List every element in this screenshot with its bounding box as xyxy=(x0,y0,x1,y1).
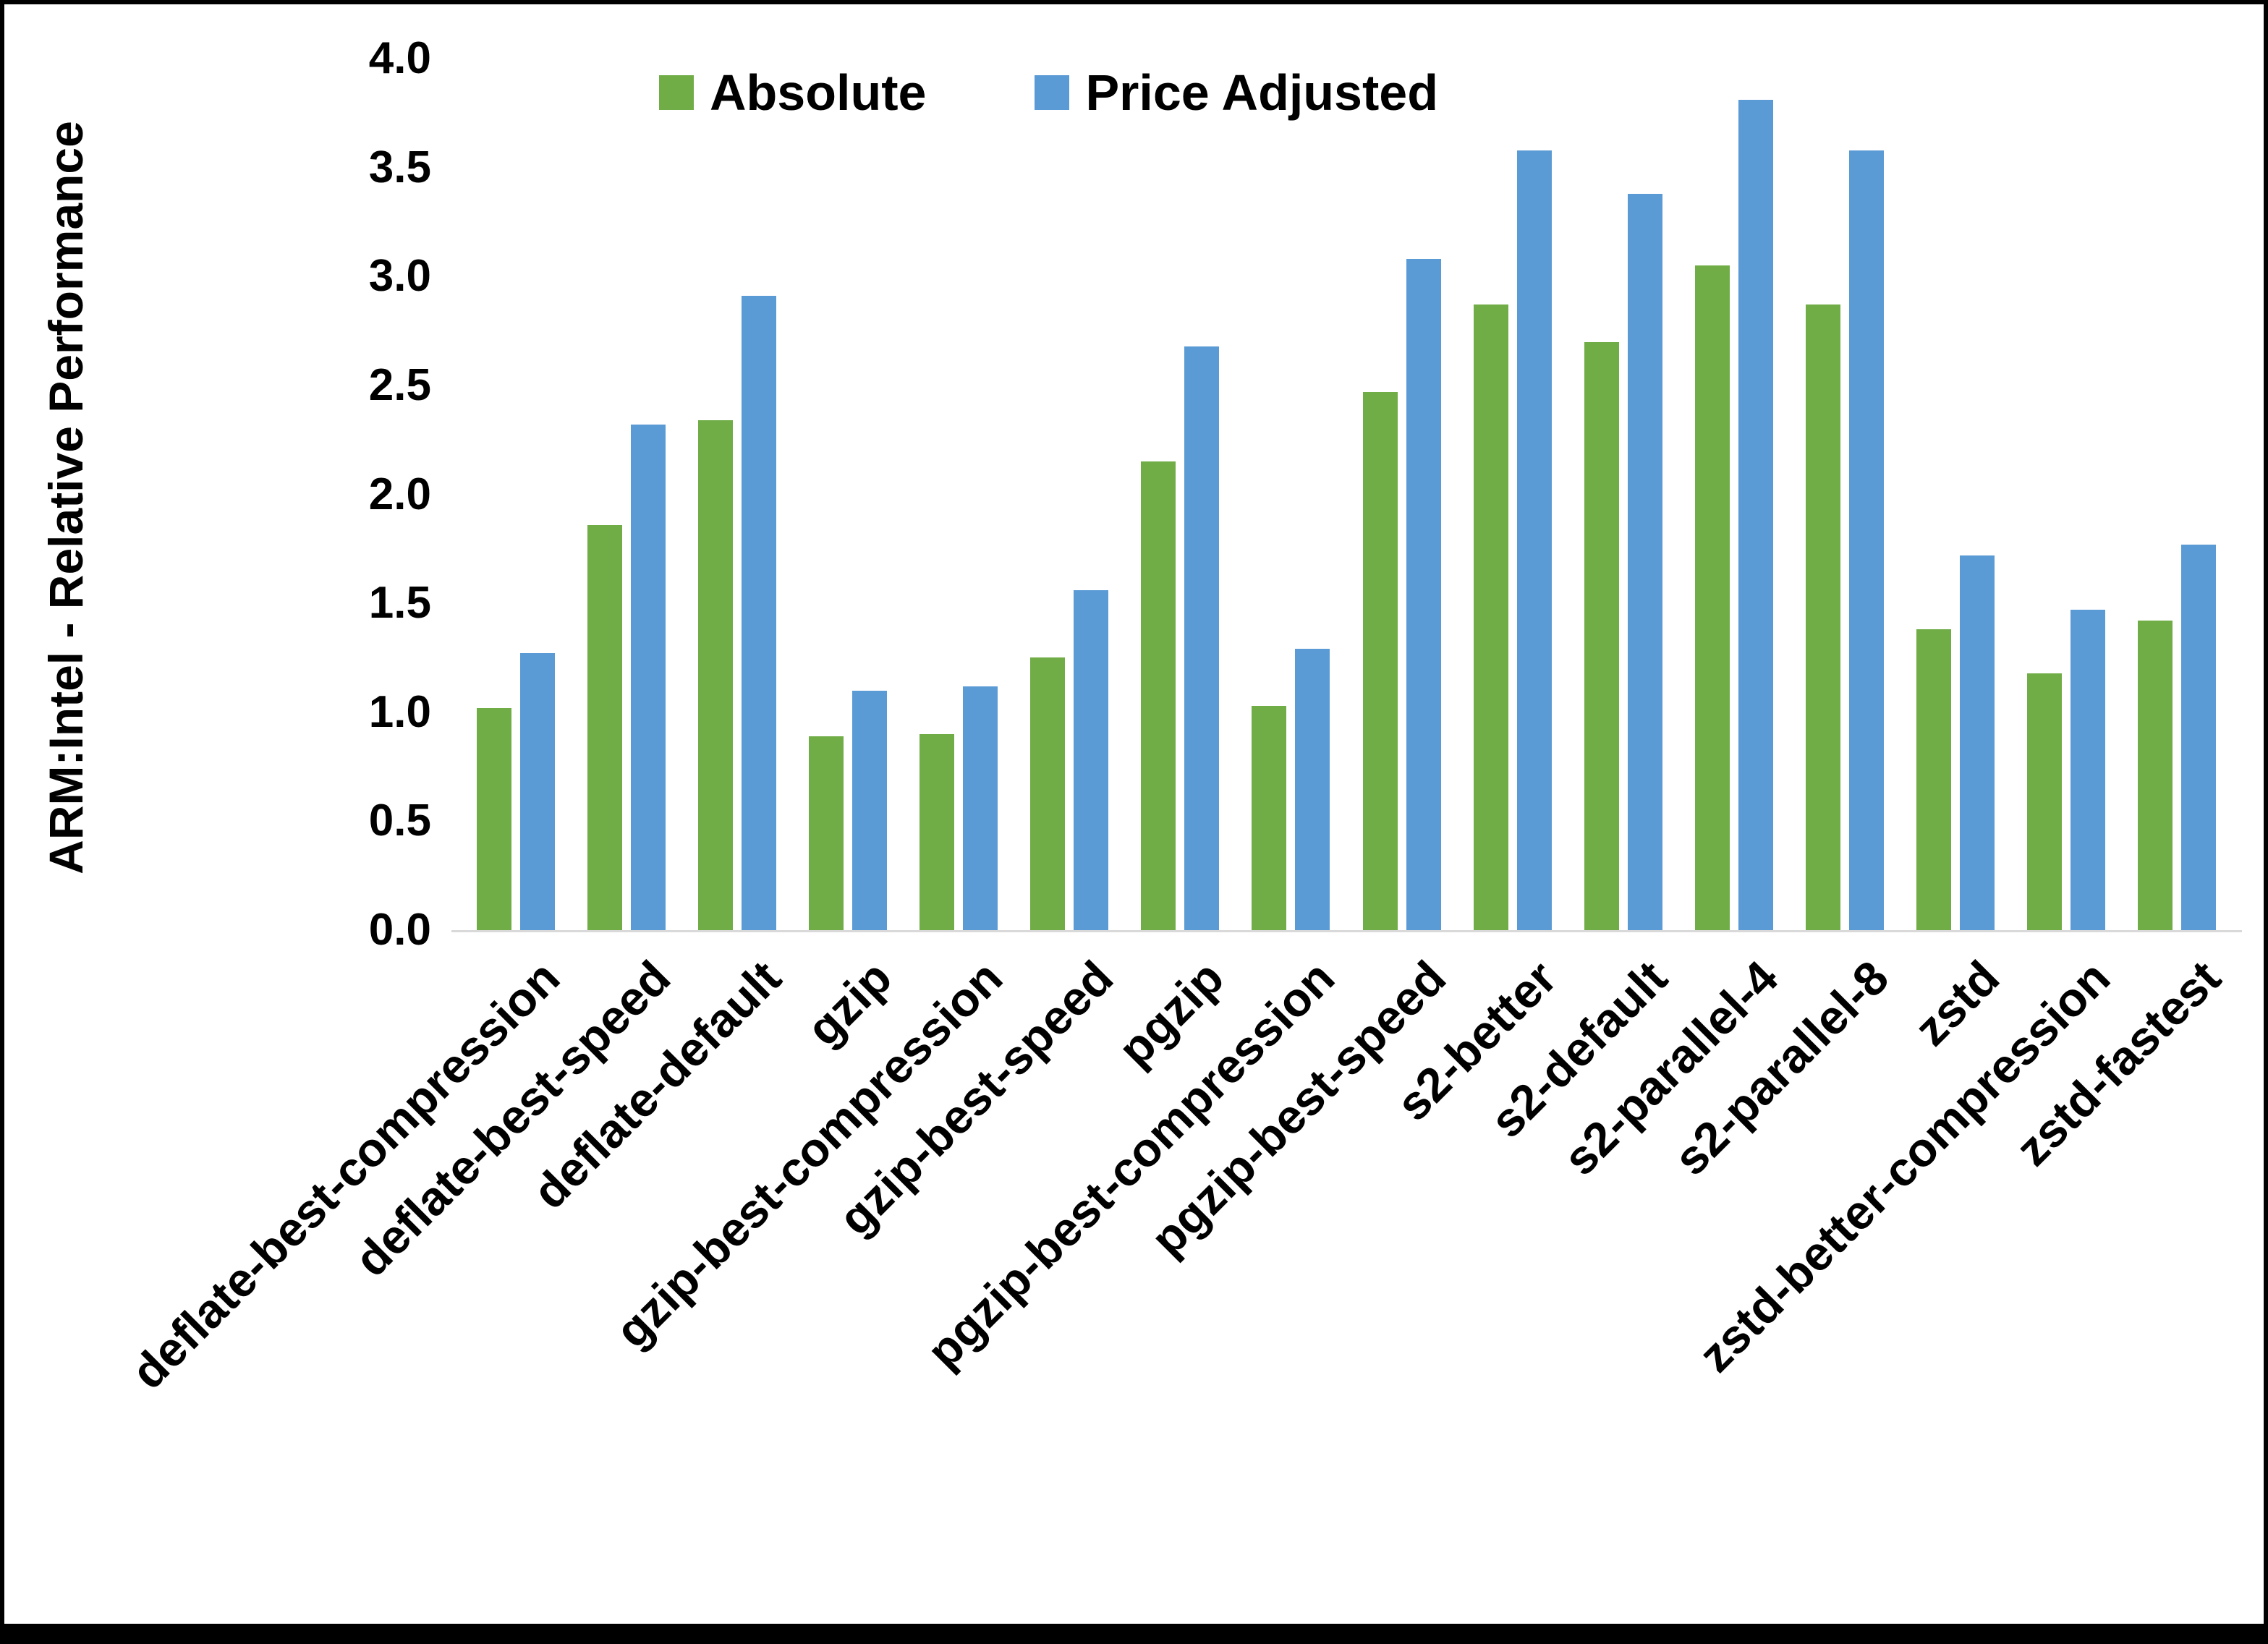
bar-absolute xyxy=(1141,461,1176,930)
bar-group xyxy=(681,59,792,930)
bar-group xyxy=(1900,59,2011,930)
bar-absolute xyxy=(919,733,955,930)
bar-absolute xyxy=(1362,391,1398,930)
bar-absolute xyxy=(1030,657,1066,930)
y-axis-tick-label: 0.0 xyxy=(368,905,431,955)
y-axis-tick-label: 1.5 xyxy=(368,578,431,629)
y-axis-tick-label: 2.0 xyxy=(368,469,431,519)
bar-group xyxy=(904,59,1014,930)
bar-group xyxy=(1236,59,1346,930)
bar-price-adjusted xyxy=(2181,544,2217,930)
bar-absolute xyxy=(1252,705,1287,930)
x-axis-line xyxy=(451,930,2242,932)
chart-legend: Absolute Price Adjusted xyxy=(659,64,1438,122)
bar-absolute xyxy=(2027,673,2063,930)
legend-label-price-adjusted: Price Adjusted xyxy=(1085,64,1438,121)
bar-absolute xyxy=(697,420,733,930)
bar-price-adjusted xyxy=(1516,150,1552,930)
bar-group xyxy=(1790,59,1900,930)
legend-swatch-price-adjusted-icon xyxy=(1035,75,1070,110)
legend-swatch-absolute-icon xyxy=(659,75,694,110)
bar-absolute xyxy=(476,707,511,930)
bar-absolute xyxy=(587,524,622,930)
bar-group xyxy=(460,59,571,930)
bar-price-adjusted xyxy=(1849,150,1885,930)
bar-price-adjusted xyxy=(1627,193,1662,930)
y-axis-tick-label: 3.5 xyxy=(368,142,431,192)
y-axis-tick-label: 2.5 xyxy=(368,359,431,410)
bar-group xyxy=(1568,59,1678,930)
bar-group xyxy=(2122,59,2233,930)
bar-absolute xyxy=(2138,621,2173,930)
bar-chart: ARM:Intel - Relative Performance 4.0 3.5 3… xyxy=(4,4,2264,1624)
legend-item-absolute: Absolute xyxy=(659,64,926,122)
y-axis-tick-label: 4.0 xyxy=(368,33,431,83)
bar-absolute xyxy=(808,736,844,930)
y-axis-tick-label: 0.5 xyxy=(368,796,431,846)
bar-price-adjusted xyxy=(1738,100,1773,930)
y-axis-tick-label: 3.0 xyxy=(368,251,431,302)
legend-item-price-adjusted: Price Adjusted xyxy=(1035,64,1438,122)
bar-absolute xyxy=(1584,341,1619,930)
bar-absolute xyxy=(1473,304,1508,930)
bar-price-adjusted xyxy=(2070,610,2106,930)
bar-group xyxy=(2011,59,2122,930)
bar-group xyxy=(1346,59,1457,930)
legend-label-absolute: Absolute xyxy=(710,64,927,121)
bar-price-adjusted xyxy=(851,690,887,930)
bar-price-adjusted xyxy=(1074,590,1109,930)
bar-price-adjusted xyxy=(630,425,666,930)
bar-group xyxy=(571,59,681,930)
bar-price-adjusted xyxy=(963,686,998,930)
bar-price-adjusted xyxy=(1184,346,1220,930)
bar-group xyxy=(1125,59,1236,930)
bar-price-adjusted xyxy=(741,296,776,930)
bar-price-adjusted xyxy=(1960,555,1995,930)
bar-absolute xyxy=(1916,629,1952,930)
bar-group xyxy=(1678,59,1789,930)
bar-group xyxy=(1457,59,1568,930)
bar-absolute xyxy=(1694,265,1730,930)
bar-group xyxy=(1014,59,1125,930)
y-axis-title: ARM:Intel - Relative Performance xyxy=(39,121,93,874)
bar-price-adjusted xyxy=(519,653,555,930)
y-axis-tick-label: 1.0 xyxy=(368,686,431,737)
bar-group xyxy=(792,59,903,930)
bar-absolute xyxy=(1806,304,1841,930)
bar-price-adjusted xyxy=(1295,649,1330,930)
bar-price-adjusted xyxy=(1406,259,1441,930)
